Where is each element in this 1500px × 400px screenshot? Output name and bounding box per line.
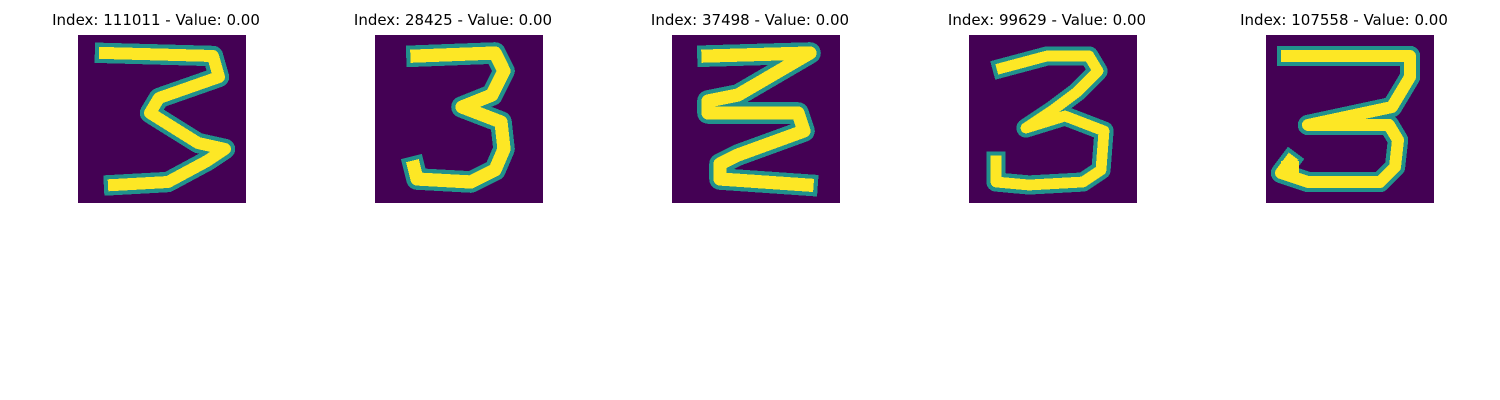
panel-title: Index: 28425 - Value: 0.00 bbox=[353, 11, 553, 29]
panel-title: Index: 37498 - Value: 0.00 bbox=[650, 11, 850, 29]
panel-title: Index: 111011 - Value: 0.00 bbox=[52, 11, 260, 29]
digit-image bbox=[375, 35, 543, 203]
digit-image bbox=[1266, 35, 1434, 203]
digit-panel-5: Index: 107558 - Value: 0.00 bbox=[1194, 0, 1494, 210]
digit-panel-2: Index: 28425 - Value: 0.00 bbox=[303, 0, 603, 210]
digit-image bbox=[969, 35, 1137, 203]
digit-panel-3: Index: 37498 - Value: 0.00 bbox=[600, 0, 900, 210]
digit-panel-1: Index: 111011 - Value: 0.00 bbox=[6, 0, 306, 210]
digit-image bbox=[672, 35, 840, 203]
digit-image bbox=[78, 35, 246, 203]
digit-panel-4: Index: 99629 - Value: 0.00 bbox=[897, 0, 1197, 210]
panel-title: Index: 107558 - Value: 0.00 bbox=[1240, 11, 1448, 29]
panel-title: Index: 99629 - Value: 0.00 bbox=[947, 11, 1147, 29]
